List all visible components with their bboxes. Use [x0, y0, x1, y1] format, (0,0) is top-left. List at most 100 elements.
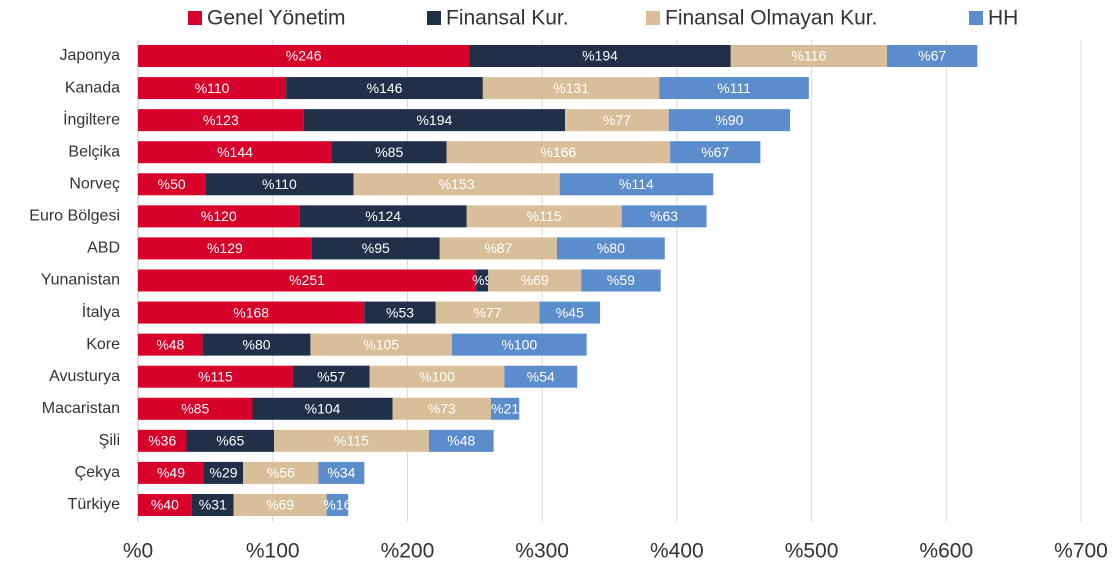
bar-segment	[670, 141, 761, 164]
y-tick-label: Kore	[86, 336, 120, 353]
data-label: %246	[286, 48, 322, 64]
bar-segment	[274, 429, 429, 452]
data-label: %194	[416, 112, 452, 128]
data-label: %168	[233, 304, 269, 320]
bar-segment	[252, 397, 393, 420]
bar-segment	[428, 429, 494, 452]
data-label: %251	[289, 272, 325, 288]
data-label: %48	[156, 336, 184, 352]
legend-label: Finansal Kur.	[446, 7, 569, 30]
bar-segment	[191, 493, 234, 516]
x-tick-label: %0	[123, 540, 153, 563]
data-label: %36	[148, 433, 176, 449]
data-label: %54	[527, 368, 555, 384]
bar-segment	[318, 461, 365, 484]
y-tick-label: Macaristan	[42, 400, 120, 417]
data-label: %73	[428, 400, 456, 416]
bar-segment	[482, 77, 660, 100]
data-label: %124	[365, 208, 401, 224]
data-label: %146	[367, 80, 403, 96]
y-tick-label: Türkiye	[68, 496, 121, 513]
data-label: %144	[217, 144, 253, 160]
bar-segment	[659, 77, 809, 100]
data-label: %65	[216, 433, 244, 449]
bar-segment	[311, 237, 440, 260]
legend-label: HH	[988, 7, 1018, 30]
x-tick-label: %100	[246, 540, 300, 563]
data-label: %21	[491, 400, 519, 416]
data-label: %69	[521, 272, 549, 288]
y-tick-label: İngiltere	[63, 109, 120, 128]
bar-segment	[138, 429, 187, 452]
data-label: %115	[198, 368, 233, 384]
y-tick-label: İtalya	[82, 302, 120, 321]
data-label: %80	[597, 240, 625, 256]
data-label: %129	[207, 240, 243, 256]
bar-segment	[392, 397, 491, 420]
y-tick-label: Euro Bölgesi	[29, 208, 120, 225]
x-tick-label: %700	[1054, 540, 1108, 563]
bar-segment	[353, 173, 560, 196]
bar-segment	[451, 333, 587, 356]
data-label: %69	[266, 497, 294, 513]
bar-segment	[202, 333, 311, 356]
legend-label: Finansal Olmayan Kur.	[665, 7, 877, 30]
data-label: %31	[199, 497, 227, 513]
data-label: %110	[262, 176, 297, 192]
bar-segment	[138, 333, 203, 356]
data-label: %67	[918, 48, 946, 64]
data-label: %67	[701, 144, 729, 160]
bar-segment	[292, 365, 370, 388]
bar-segment	[559, 173, 714, 196]
data-label: %95	[362, 240, 390, 256]
data-label: %85	[181, 400, 209, 416]
bar-segment	[466, 205, 622, 228]
data-label: %110	[195, 80, 230, 96]
legend-swatch	[969, 11, 983, 25]
y-tick-label: Şili	[99, 432, 120, 449]
bar-segment	[556, 237, 665, 260]
y-tick-label: Kanada	[65, 79, 120, 96]
data-label: %63	[650, 208, 678, 224]
data-label: %111	[717, 80, 751, 96]
bar-segment	[446, 141, 671, 164]
data-label: %40	[151, 497, 179, 513]
bar-segment	[243, 461, 319, 484]
data-label: %131	[553, 80, 589, 96]
data-label: %57	[317, 368, 345, 384]
y-tick-label: Çekya	[75, 464, 120, 481]
data-label: %48	[447, 433, 475, 449]
bar-segment	[730, 45, 888, 67]
bar-segment	[138, 365, 293, 388]
bar-segment	[668, 109, 791, 132]
y-tick-label: Norveç	[69, 175, 120, 192]
data-label: %123	[203, 112, 239, 128]
data-label: %29	[210, 465, 238, 481]
bar-segment	[326, 493, 349, 516]
bar-segment	[138, 205, 300, 228]
bar-segment	[138, 493, 192, 516]
y-tick-label: Belçika	[68, 143, 120, 160]
x-tick-label: %400	[650, 540, 704, 563]
bar-segment	[138, 461, 205, 484]
y-tick-label: Japonya	[60, 47, 121, 64]
bar-segment	[364, 301, 436, 324]
bar-segment	[186, 429, 275, 452]
bar-segment	[476, 269, 489, 292]
data-label: %77	[474, 304, 502, 320]
data-label: %116	[791, 48, 826, 64]
bar-segment	[887, 45, 978, 67]
bar-segment	[138, 77, 287, 100]
y-tick-label: Yunanistan	[41, 272, 120, 289]
bar-segment	[138, 141, 332, 164]
data-label: %85	[375, 144, 403, 160]
data-label: %114	[619, 176, 654, 192]
data-label: %153	[439, 176, 475, 192]
bar-segment	[303, 109, 566, 132]
bar-segment	[205, 173, 354, 196]
legend-swatch	[646, 11, 660, 25]
data-label: %100	[419, 368, 455, 384]
data-label: %59	[607, 272, 635, 288]
data-label: %9	[472, 272, 492, 288]
